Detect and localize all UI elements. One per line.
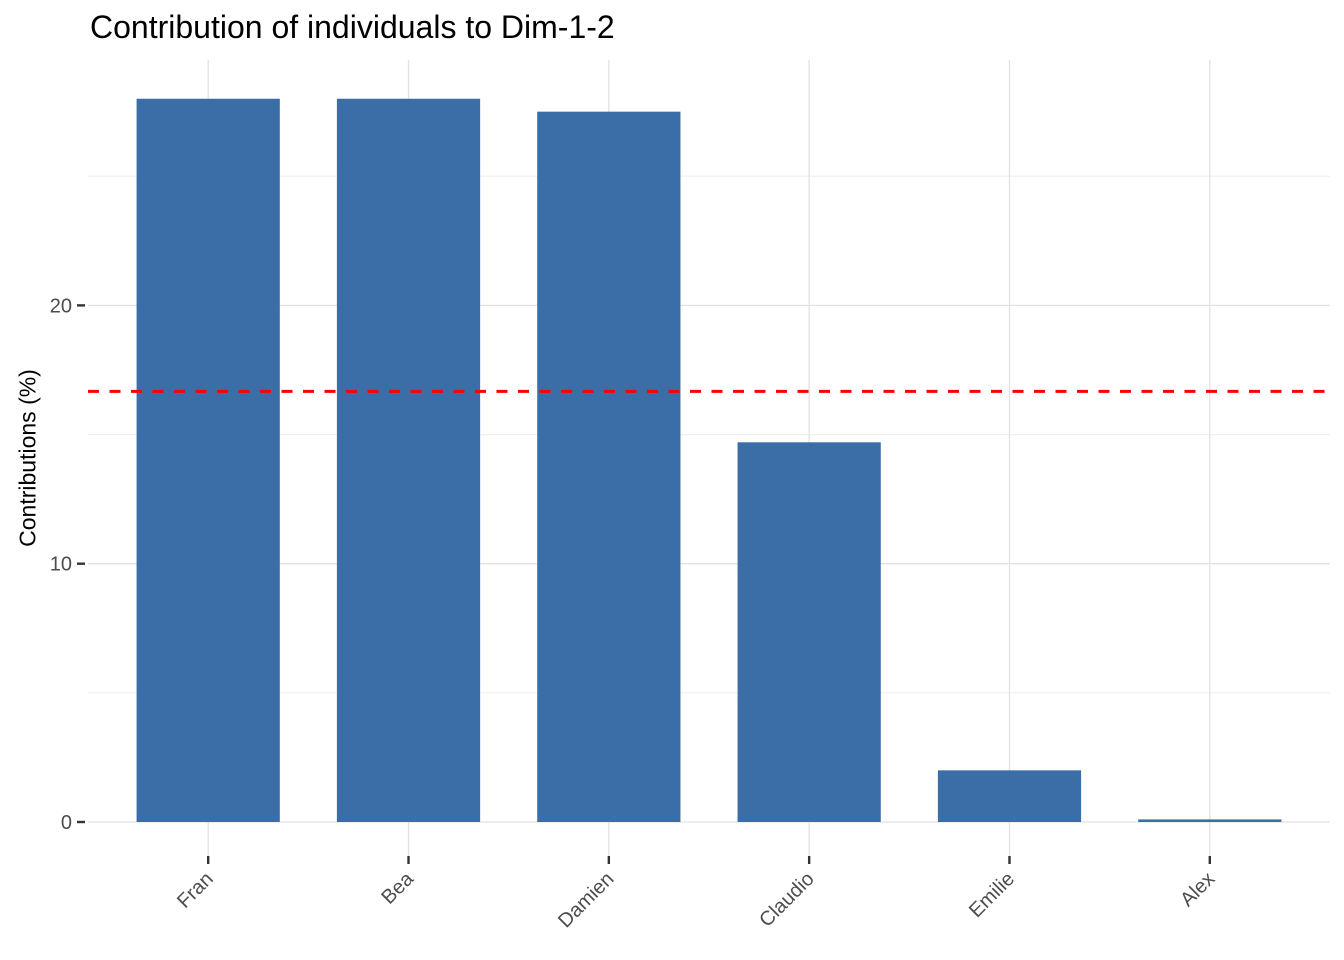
x-tick-label: Fran: [173, 868, 218, 913]
y-tick-label: 0: [61, 812, 72, 834]
bar-fran: [136, 98, 280, 822]
x-tick-label: Alex: [1176, 868, 1219, 911]
y-tick-label: 10: [50, 554, 72, 576]
x-tick-label: Bea: [377, 867, 418, 908]
y-tick-label: 20: [50, 295, 72, 317]
x-tick-label: Damien: [554, 868, 618, 932]
bar-bea: [336, 98, 481, 822]
bar-alex: [1138, 819, 1282, 822]
bar-claudio: [737, 442, 881, 822]
bar-emilie: [937, 770, 1082, 822]
x-tick-label: Claudio: [755, 868, 819, 932]
bar-damien: [537, 111, 681, 823]
chart-title: Contribution of individuals to Dim-1-2: [90, 9, 615, 45]
x-tick-label: Emilie: [965, 868, 1019, 922]
